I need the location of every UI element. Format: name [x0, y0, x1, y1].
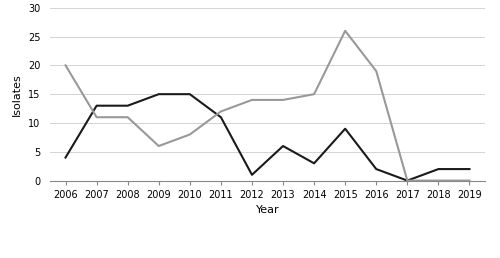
MRSA	[62, 156, 68, 159]
Line: MRSA: MRSA	[66, 94, 469, 181]
MRSA	[187, 93, 193, 96]
MSSA	[218, 110, 224, 113]
MRSA	[280, 144, 286, 148]
X-axis label: Year: Year	[256, 205, 280, 215]
MRSA	[342, 127, 348, 130]
MSSA	[249, 98, 255, 101]
MRSA	[218, 116, 224, 119]
MSSA	[436, 179, 442, 182]
MRSA	[156, 93, 162, 96]
MSSA	[187, 133, 193, 136]
MSSA	[466, 179, 472, 182]
MSSA	[280, 98, 286, 101]
MSSA	[62, 64, 68, 67]
MRSA	[373, 167, 379, 171]
MSSA	[311, 93, 317, 96]
MSSA	[94, 116, 100, 119]
MRSA	[94, 104, 100, 107]
Line: MSSA: MSSA	[66, 31, 469, 181]
MSSA	[342, 29, 348, 32]
MSSA	[404, 179, 410, 182]
MSSA	[124, 116, 130, 119]
MRSA	[124, 104, 130, 107]
MRSA	[311, 162, 317, 165]
MSSA	[373, 70, 379, 73]
MRSA	[249, 173, 255, 176]
MRSA	[466, 167, 472, 171]
MRSA	[436, 167, 442, 171]
MSSA	[156, 144, 162, 148]
Y-axis label: Isolates: Isolates	[12, 73, 22, 116]
MRSA	[404, 179, 410, 182]
